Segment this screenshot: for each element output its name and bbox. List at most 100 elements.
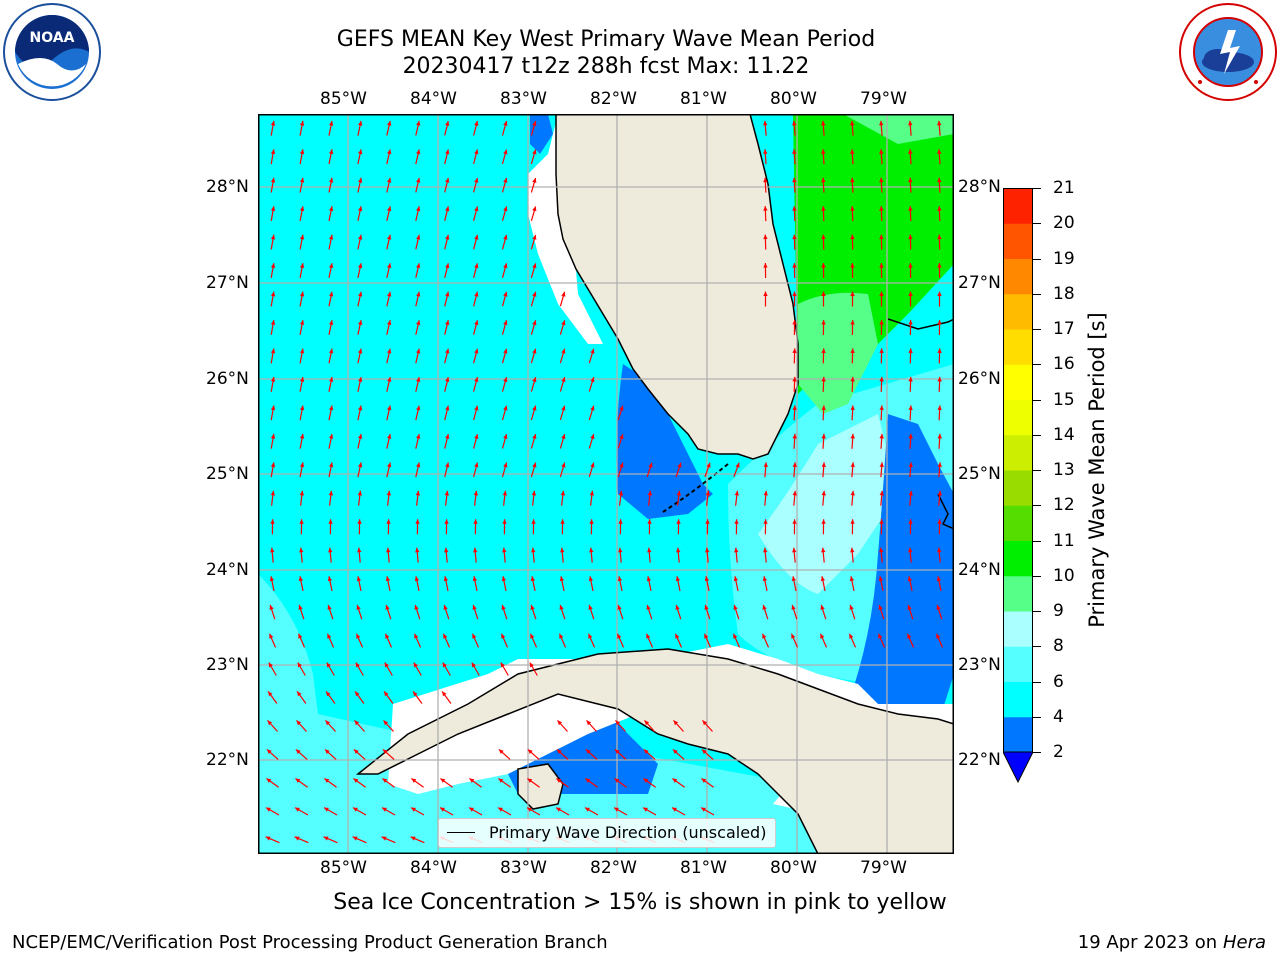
lon-label-top-85w: 85°W: [320, 89, 367, 109]
wave-direction-arrowhead: [356, 576, 361, 582]
wave-direction-arrowhead: [358, 377, 363, 382]
wave-direction-arrowhead: [937, 320, 942, 325]
wave-direction-arrowhead: [673, 720, 679, 726]
wave-direction-arrowhead: [445, 434, 450, 439]
wave-direction-arrowhead: [792, 149, 797, 154]
wave-direction-arrowhead: [532, 405, 537, 411]
wave-direction-arrowhead: [820, 604, 825, 610]
wave-direction-arrowhead: [356, 604, 361, 610]
wave-direction-arrowhead: [532, 206, 537, 212]
wave-direction-arrowhead: [849, 604, 854, 610]
wave-direction-arrowhead: [850, 405, 855, 410]
wave-direction-arrowhead: [937, 263, 942, 268]
wave-direction-arrowhead: [353, 778, 359, 783]
wave-direction-arrowhead: [937, 490, 942, 496]
wave-direction-arrowhead: [474, 462, 479, 468]
wave-direction-arrowhead: [937, 177, 942, 183]
wave-direction-arrowhead: [503, 263, 508, 269]
wave-direction-arrowhead: [643, 778, 649, 783]
wave-direction-arrowhead: [474, 405, 479, 411]
colorbar-segment: [1003, 364, 1033, 400]
wave-direction-arrowhead: [561, 405, 566, 411]
wave-direction-arrowhead: [908, 263, 913, 268]
wave-direction-arrowhead: [445, 462, 450, 468]
wave-direction-arrowhead: [647, 547, 652, 553]
wave-direction-arrowhead: [445, 320, 450, 326]
wave-direction-arrowhead: [850, 263, 855, 268]
wave-direction-arrowhead: [559, 633, 564, 639]
wave-direction-arrowhead: [590, 377, 595, 383]
wave-direction-arrowhead: [937, 234, 942, 240]
wave-direction-arrowhead: [672, 749, 678, 754]
wave-direction-arrowhead: [270, 120, 276, 126]
wave-direction-arrowhead: [357, 490, 362, 496]
wave-direction-arrowhead: [325, 720, 331, 726]
wave-direction-arrowhead: [329, 377, 334, 382]
wave-direction-arrowhead: [531, 519, 536, 524]
wave-direction-arrowhead: [414, 576, 419, 582]
wave-direction-arrowhead: [850, 433, 855, 439]
wave-direction-arrowhead: [907, 604, 912, 610]
colorbar-segment: [1003, 470, 1033, 506]
colorbar-segment: [1003, 293, 1033, 330]
wave-direction-arrowhead: [588, 604, 593, 610]
wave-direction-arrowhead: [384, 691, 389, 697]
wave-direction-arrowhead: [358, 149, 363, 155]
colorbar-tick-mark: [1033, 505, 1041, 507]
wave-direction-arrowhead: [559, 576, 564, 582]
wave-direction-arrowhead: [614, 807, 619, 812]
colorbar-tick-mark: [1033, 681, 1041, 683]
wave-direction-arrowhead: [672, 778, 678, 783]
wave-direction-arrowhead: [328, 519, 333, 524]
wave-direction-arrowhead: [907, 633, 912, 639]
wave-direction-arrowhead: [416, 206, 421, 212]
lat-label-left-26n: 26°N: [206, 369, 249, 389]
wave-direction-arrowhead: [590, 348, 595, 354]
wave-direction-arrowhead: [295, 807, 300, 812]
wave-direction-arrowhead: [270, 348, 276, 354]
wave-direction-arrowhead: [672, 807, 677, 812]
wave-direction-arrowhead: [821, 547, 826, 553]
wave-direction-arrowhead: [821, 177, 826, 183]
wave-direction-arrowhead: [416, 120, 421, 126]
wave-direction-arrowhead: [299, 149, 305, 155]
wave-direction-arrowhead: [561, 434, 566, 440]
colorbar-tick-mark: [1033, 399, 1041, 401]
colorbar-tick-mark: [1033, 540, 1041, 542]
wave-direction-arrowhead: [937, 291, 942, 296]
wave-direction-arrowhead: [792, 320, 797, 325]
lat-label-right-25n: 25°N: [958, 464, 1001, 484]
colorbar-tick-mark: [1033, 434, 1041, 436]
colorbar-tick-mark: [1033, 611, 1041, 612]
wave-direction-arrowhead: [327, 576, 332, 582]
wave-direction-arrowhead: [329, 320, 334, 325]
wave-direction-arrowhead: [358, 206, 363, 212]
wave-direction-arrowhead: [763, 149, 768, 154]
wave-direction-arrowhead: [416, 177, 421, 183]
wave-direction-arrowhead: [498, 749, 504, 754]
wave-direction-arrowhead: [675, 633, 680, 639]
wave-direction-arrowhead: [792, 547, 797, 553]
wave-direction-arrowhead: [937, 348, 942, 353]
wave-direction-arrowhead: [270, 462, 276, 468]
wave-direction-arrowhead: [763, 519, 768, 524]
wave-direction-arrowhead: [326, 662, 331, 668]
wave-direction-arrowhead: [503, 149, 508, 155]
wave-direction-arrowhead: [473, 490, 478, 496]
wave-direction-arrowhead: [879, 376, 884, 382]
ocean-period-9-10-south: [798, 292, 878, 414]
wave-direction-arrowhead: [646, 604, 651, 610]
wave-direction-arrowhead: [704, 633, 709, 639]
wave-direction-arrowhead: [908, 519, 913, 524]
wave-direction-arrowhead: [907, 576, 912, 582]
wave-direction-arrowhead: [733, 604, 738, 610]
wave-direction-arrowhead: [472, 604, 477, 610]
wave-direction-arrowhead: [849, 576, 854, 582]
wave-direction-arrowhead: [648, 462, 653, 468]
wave-direction-arrowhead: [329, 291, 334, 297]
wave-direction-arrowhead: [471, 662, 476, 668]
wave-direction-arrowhead: [532, 434, 537, 439]
wave-direction-arrowhead: [879, 234, 884, 240]
wave-direction-arrowhead: [353, 749, 359, 754]
wave-direction-arrowhead: [299, 120, 305, 126]
